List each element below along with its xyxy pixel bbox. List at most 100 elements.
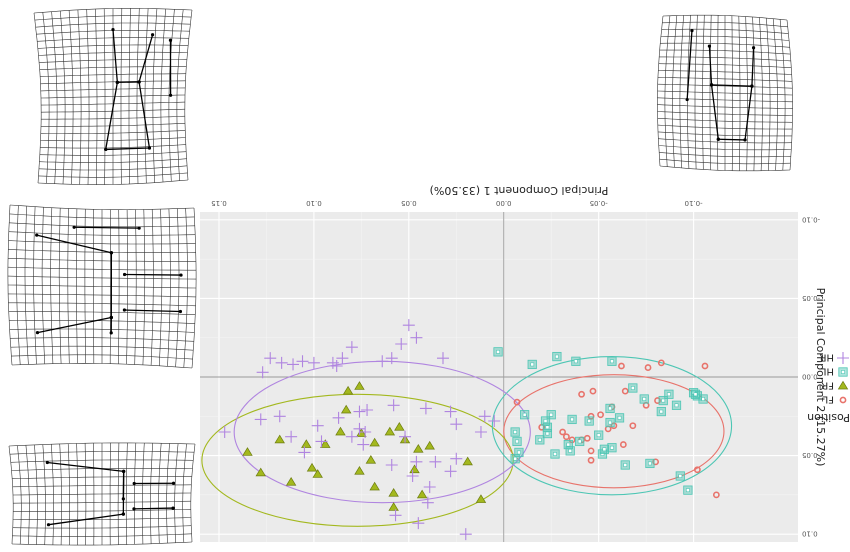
landmark-link [752, 48, 754, 86]
square-inner [686, 489, 689, 492]
landmark-link [718, 139, 745, 140]
landmark-link [106, 82, 118, 149]
legend-key-fr [838, 381, 847, 389]
point-hl [600, 445, 608, 453]
point-hl [585, 417, 593, 425]
point-hl [564, 440, 572, 448]
point-hl [646, 459, 654, 467]
square-inner [679, 474, 682, 477]
square-inner [675, 404, 678, 407]
point-hl [511, 455, 519, 463]
square-inner [544, 419, 547, 422]
deformation-grid-c [8, 205, 196, 368]
square-inner [667, 393, 670, 396]
point-hl [568, 415, 576, 423]
rotated-content: -0.10-0.050.000.050.100.15-0.10-0.050.00… [8, 8, 850, 545]
square-inner [597, 434, 600, 437]
grid-line [10, 205, 194, 210]
point-hl [672, 401, 680, 409]
landmark [717, 138, 720, 141]
landmark [138, 227, 141, 230]
landmark-link [745, 86, 752, 140]
x-tick-label: -0.10 [685, 199, 703, 207]
landmark-link [125, 275, 181, 276]
legend-label-fl: FL [822, 394, 834, 405]
square-inner [660, 410, 663, 413]
square-inner [643, 397, 646, 400]
point-hl [621, 461, 629, 469]
grid-line [12, 363, 192, 368]
point-hl [594, 431, 602, 439]
landmark [73, 226, 76, 229]
square-inner [514, 457, 517, 460]
y-tick-label: 0.10 [802, 530, 818, 538]
square-inner [648, 462, 651, 465]
x-tick-label: 0.00 [496, 199, 512, 207]
point-hl [684, 486, 692, 494]
landmark-link [134, 508, 173, 509]
square-inner [603, 448, 606, 451]
square-inner [567, 443, 570, 446]
grid-line [9, 446, 13, 544]
deformation-grid-a [657, 15, 792, 171]
grid-line [191, 444, 195, 542]
x-tick-label: 0.05 [401, 199, 417, 207]
square-inner [555, 355, 558, 358]
point-hl [575, 437, 583, 445]
landmark [169, 39, 172, 42]
square-inner [610, 360, 613, 363]
landmark [151, 33, 154, 36]
landmark [179, 310, 182, 313]
square-inner [569, 449, 572, 452]
square-inner [694, 393, 697, 396]
point-hl [606, 418, 614, 426]
square-inner [574, 360, 577, 363]
grid-line [185, 10, 192, 180]
point-hl [553, 352, 561, 360]
point-hl [629, 384, 637, 392]
landmark [686, 98, 689, 101]
landmark [169, 94, 172, 97]
landmark [35, 234, 38, 237]
legend-label-hl: HL [820, 366, 834, 377]
square-inner [588, 419, 591, 422]
point-hl [615, 414, 623, 422]
landmark [750, 84, 753, 87]
square-inner [631, 386, 634, 389]
landmark [110, 251, 113, 254]
x-tick-label: 0.10 [306, 199, 322, 207]
square-inner [514, 430, 517, 433]
landmark [708, 45, 711, 48]
landmark [110, 316, 113, 319]
point-hl [511, 428, 519, 436]
landmark [171, 506, 174, 509]
landmark [47, 523, 50, 526]
legend-key-fl [840, 397, 845, 402]
legend-label-fr: FR [821, 380, 834, 391]
square-inner [618, 416, 621, 419]
square-inner [550, 413, 553, 416]
point-hl [513, 437, 521, 445]
landmark-link [139, 82, 149, 148]
x-tick-label: 0.15 [211, 199, 227, 207]
landmark [122, 513, 125, 516]
point-hl [665, 390, 673, 398]
landmark [122, 497, 125, 500]
landmark [690, 29, 693, 32]
point-hl [494, 348, 502, 356]
landmark [111, 28, 114, 31]
point-hl [657, 407, 665, 415]
square-inner [546, 426, 549, 429]
legend-key-hr [837, 352, 849, 364]
point-hl [606, 404, 614, 412]
point-hl [572, 357, 580, 365]
landmark [752, 46, 755, 49]
point-hl [528, 360, 536, 368]
square-inner [578, 440, 581, 443]
point-hl [520, 411, 528, 419]
landmark [110, 331, 113, 334]
square-inner [531, 363, 534, 366]
landmark-link [37, 317, 111, 332]
landmark [123, 273, 126, 276]
square-inner [496, 350, 499, 353]
